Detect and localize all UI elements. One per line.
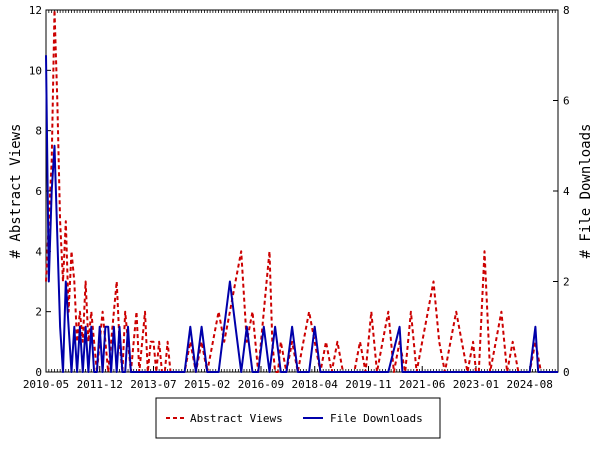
right-tick-label: 4 xyxy=(563,185,570,198)
legend: Abstract Views File Downloads xyxy=(155,397,441,439)
x-tick-label: 2015-02 xyxy=(184,378,230,391)
left-tick-label: 2 xyxy=(35,306,42,319)
right-tick-label: 6 xyxy=(563,95,570,108)
legend-label-abstract-views: Abstract Views xyxy=(190,412,283,425)
x-tick-label: 2016-09 xyxy=(238,378,284,391)
series-line-abstract-views xyxy=(45,9,558,373)
plot-area xyxy=(45,9,559,373)
x-tick-label: 2013-07 xyxy=(130,378,176,391)
left-tick-label: 10 xyxy=(29,64,42,77)
x-tick-label: 2018-04 xyxy=(292,378,339,391)
x-tick-label: 2023-01 xyxy=(453,378,499,391)
series-layer xyxy=(45,9,558,373)
left-tick-label: 0 xyxy=(35,366,42,379)
right-tick-label: 0 xyxy=(563,366,570,379)
left-tick-label: 4 xyxy=(35,245,42,258)
x-tick-label: 2019-11 xyxy=(345,378,391,391)
legend-label-file-downloads: File Downloads xyxy=(330,412,423,425)
series-line-file-downloads xyxy=(45,55,558,373)
left-tick-label: 6 xyxy=(35,185,42,198)
left-y-axis: 0 2 4 6 8 10 12 xyxy=(29,4,51,379)
x-tick-label: 2011-12 xyxy=(77,378,123,391)
right-tick-label: 8 xyxy=(563,4,570,17)
right-axis-title: # File Downloads xyxy=(578,124,594,259)
x-tick-label: 2021-06 xyxy=(399,378,445,391)
left-tick-label: 8 xyxy=(35,125,42,138)
left-tick-label: 12 xyxy=(29,4,42,17)
legend-box xyxy=(155,397,441,439)
x-tick-label: 2010-05 xyxy=(23,378,69,391)
right-tick-label: 2 xyxy=(563,276,570,289)
left-axis-title: # Abstract Views xyxy=(8,124,24,259)
x-tick-label: 2024-08 xyxy=(507,378,553,391)
